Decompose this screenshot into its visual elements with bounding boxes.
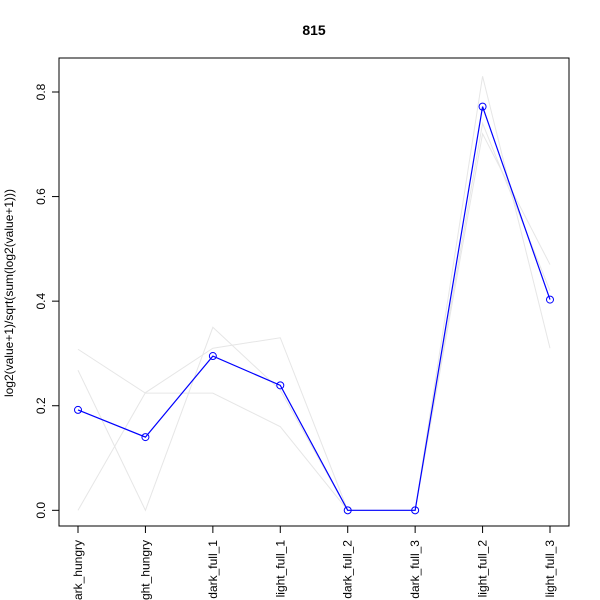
x-tick-label: light_full_1 [273,540,287,598]
x-tick-label: dark_full_2 [341,540,355,599]
data-point [478,102,487,111]
plot-frame [58,57,570,527]
data-point [208,352,217,361]
data-point [74,405,82,414]
x-tick-label: dark_hungry [71,540,85,600]
chart-title: 815 [302,22,326,38]
data-point [343,506,352,515]
data-point [411,506,420,515]
y-tick-label: 0.2 [34,397,48,414]
x-tick-label: light_full_3 [543,540,557,598]
data-point [546,295,554,304]
x-tick-label: light_hungry [138,540,152,600]
data-point [141,433,150,442]
data-point [276,381,285,390]
y-tick-label: 0.4 [34,292,48,309]
x-tick-label: light_full_2 [476,540,490,598]
y-tick-label: 0.0 [34,502,48,519]
x-tick-label: dark_full_3 [408,540,422,599]
background-series-line-2 [77,132,551,512]
background-series-line-1 [77,76,551,511]
y-tick-label: 0.8 [34,83,48,100]
background-series-line-3 [77,121,551,511]
plot-area [74,76,554,515]
y-axis-label: log2(value+1)/sqrt(sum(log2(value+1))) [2,189,16,397]
highlight-series-line [77,106,551,511]
y-tick-label: 0.6 [34,188,48,205]
x-tick-label: dark_full_1 [206,540,220,599]
